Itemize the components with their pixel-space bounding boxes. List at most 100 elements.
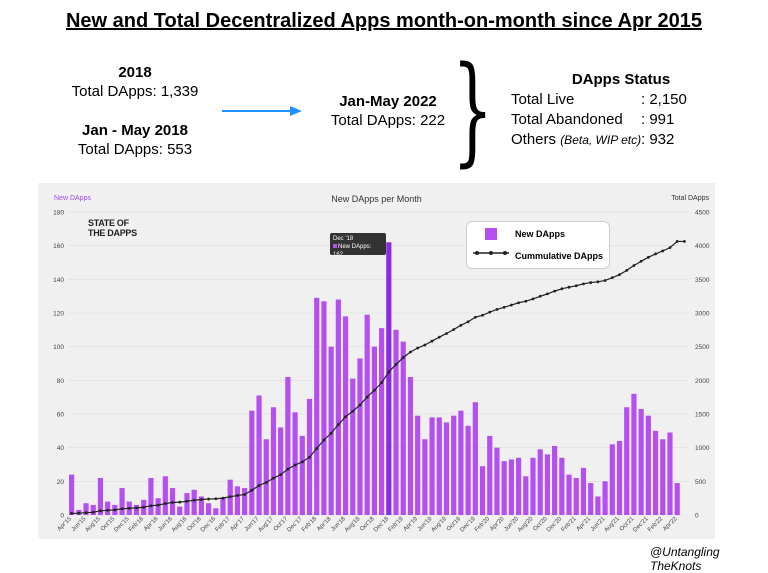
- line-point: [199, 498, 203, 501]
- line-point: [120, 507, 124, 511]
- line-point: [430, 339, 434, 343]
- left-tick-label: 40: [57, 445, 65, 452]
- left-tick-label: 20: [57, 479, 65, 486]
- left-tick-label: 0: [60, 513, 64, 520]
- line-point: [445, 332, 448, 335]
- bar: [379, 328, 385, 515]
- bar: [465, 425, 471, 515]
- bar: [191, 489, 197, 515]
- line-point: [610, 276, 614, 280]
- x-tick-label: Feb'18: [301, 516, 319, 534]
- bar: [451, 415, 457, 515]
- bar: [573, 477, 579, 515]
- bar: [335, 299, 341, 515]
- line-point: [236, 494, 239, 497]
- line-point: [358, 403, 362, 407]
- bar: [429, 417, 435, 515]
- line-point: [466, 320, 470, 324]
- line-point: [387, 370, 391, 374]
- right-tick-label: 3000: [695, 311, 710, 318]
- line-point: [113, 508, 117, 512]
- bar: [638, 408, 644, 515]
- bar: [415, 415, 421, 515]
- left-tick-label: 60: [57, 412, 65, 419]
- right-tick-label: 1000: [695, 445, 710, 452]
- bar: [364, 314, 370, 515]
- status-row-live: Total Live : 2,150: [511, 90, 721, 110]
- bar: [350, 378, 356, 515]
- bar: [508, 459, 514, 515]
- line-point: [574, 284, 578, 288]
- line-point: [452, 328, 456, 331]
- line-point: [214, 497, 218, 501]
- x-tick-label: Feb'20: [474, 516, 492, 534]
- legend-swatch-new-dapps: [485, 228, 497, 240]
- line-point: [344, 415, 347, 419]
- bar: [321, 301, 327, 515]
- line-point: [481, 313, 484, 317]
- line-point: [322, 438, 326, 442]
- line-point: [488, 310, 492, 314]
- bar: [177, 506, 183, 515]
- bar: [616, 440, 623, 515]
- line-point: [654, 252, 657, 256]
- line-point: [185, 499, 189, 503]
- right-brace-icon: }: [452, 40, 494, 178]
- bar: [220, 498, 226, 515]
- status-label: Total Abandoned: [511, 111, 623, 128]
- line-point: [582, 282, 585, 286]
- tooltip-swatch: [333, 244, 337, 248]
- x-tick-label: Aug'17: [258, 516, 276, 534]
- bar: [515, 457, 522, 515]
- line-point: [84, 511, 88, 515]
- line-point: [531, 297, 535, 301]
- bar: [198, 496, 204, 515]
- right-tick-label: 3500: [695, 277, 710, 284]
- line-point: [380, 381, 384, 385]
- summary-janmay-2018-total: Total DApps: 553: [77, 141, 193, 158]
- line-point: [437, 335, 441, 339]
- x-tick-label: Aug'15: [85, 516, 103, 534]
- bar: [162, 476, 168, 515]
- status-label: Total Live: [511, 91, 575, 108]
- bar: [501, 461, 507, 515]
- bar: [285, 376, 291, 515]
- line-point: [546, 292, 549, 296]
- bar: [83, 503, 89, 515]
- bar: [256, 395, 262, 515]
- line-point: [351, 409, 355, 413]
- line-point: [682, 240, 686, 243]
- tooltip-label: New DApps: 162: [333, 244, 372, 258]
- bar: [133, 504, 140, 515]
- bar: [443, 422, 450, 515]
- line-point: [538, 294, 542, 298]
- line-point: [156, 503, 160, 507]
- bar: [314, 297, 320, 515]
- bar: [371, 346, 377, 515]
- line-point: [163, 502, 167, 505]
- line-point: [567, 285, 571, 289]
- bar: [184, 493, 190, 515]
- right-tick-label: 1500: [695, 412, 710, 419]
- x-tick-label: Aug'20: [517, 516, 535, 534]
- bar: [602, 481, 608, 515]
- bar: [458, 410, 464, 515]
- bar: [69, 474, 75, 515]
- bar: [436, 417, 442, 515]
- bar: [595, 496, 601, 515]
- line-point: [603, 279, 607, 282]
- bar: [328, 346, 334, 515]
- line-point: [300, 460, 304, 464]
- line-point: [91, 510, 95, 514]
- summary-janmay-2022-total: Total DApps: 222: [330, 112, 446, 129]
- line-point: [524, 299, 528, 303]
- bar: [652, 430, 659, 515]
- bar: [537, 449, 543, 515]
- line-point: [372, 388, 376, 392]
- line-point: [308, 455, 311, 459]
- bar: [479, 466, 486, 515]
- line-point: [618, 273, 621, 277]
- line-point: [639, 259, 643, 263]
- chart-title: New DApps per Month: [331, 194, 422, 204]
- line-point: [473, 315, 477, 319]
